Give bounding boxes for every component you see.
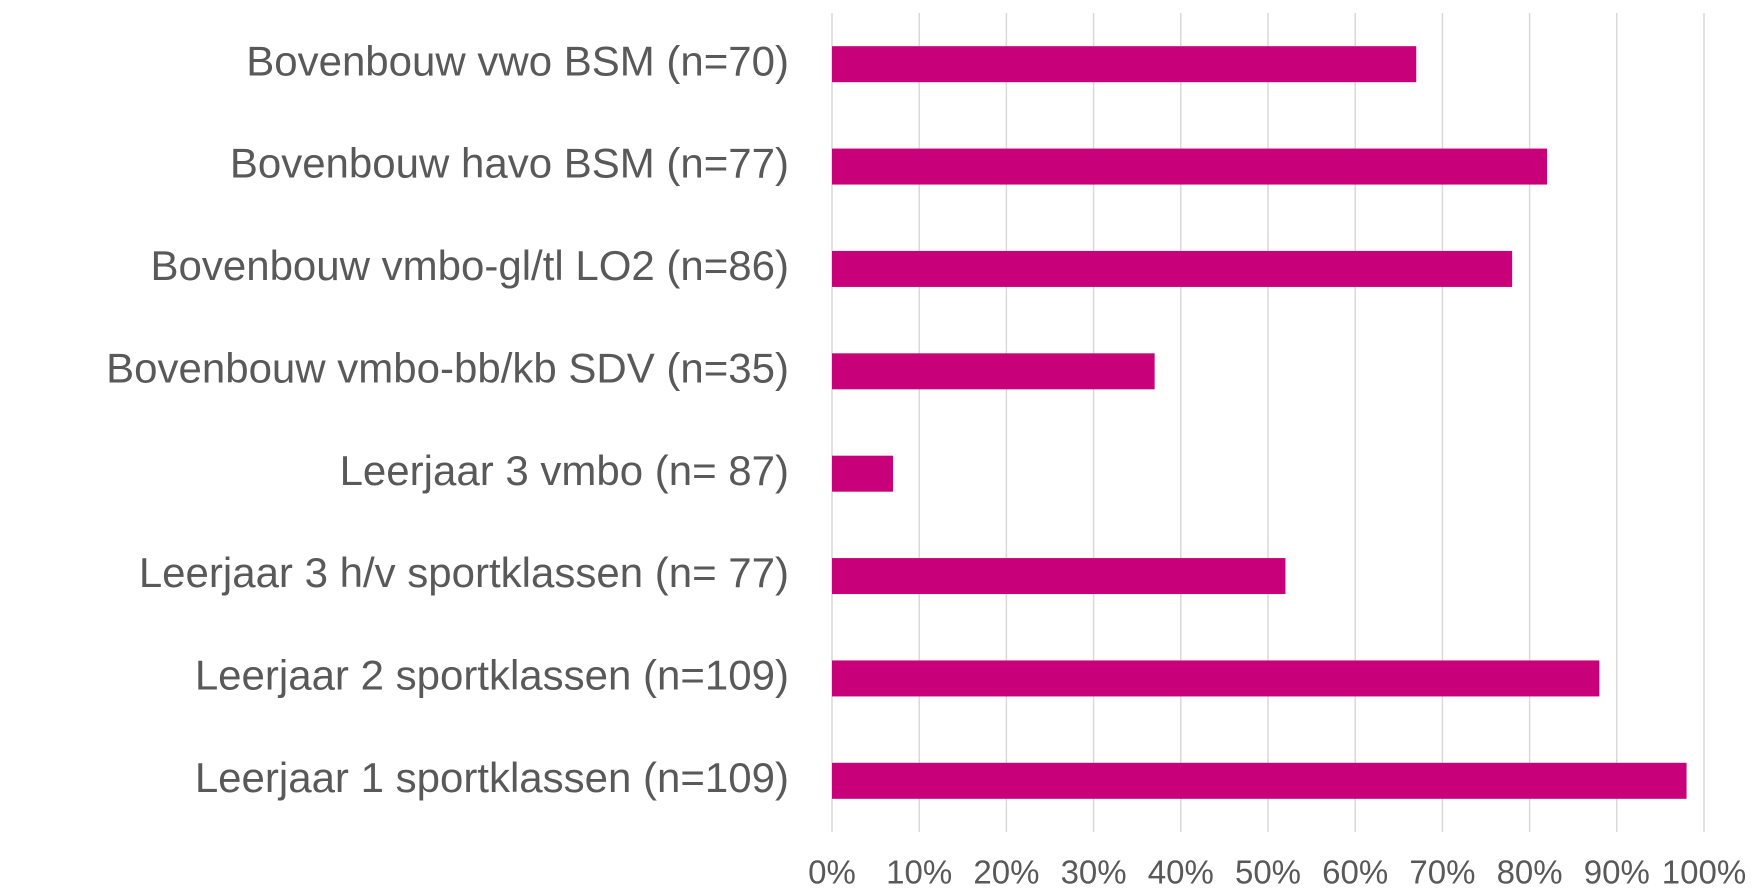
y-tick-label: Bovenbouw vmbo-bb/kb SDV (n=35) bbox=[106, 344, 789, 391]
x-tick-label: 100% bbox=[1662, 854, 1746, 890]
x-tick-label: 30% bbox=[1061, 854, 1127, 890]
y-tick-label: Leerjaar 2 sportklassen (n=109) bbox=[195, 652, 789, 699]
x-tick-label: 90% bbox=[1584, 854, 1650, 890]
x-tick-label: 60% bbox=[1322, 854, 1388, 890]
x-tick-label: 20% bbox=[973, 854, 1039, 890]
bar bbox=[832, 558, 1286, 595]
x-tick-label: 0% bbox=[808, 854, 856, 890]
y-tick-label: Bovenbouw vwo BSM (n=70) bbox=[246, 37, 789, 84]
bar bbox=[832, 660, 1600, 697]
y-tick-label: Bovenbouw vmbo-gl/tl LO2 (n=86) bbox=[150, 242, 789, 289]
bar bbox=[832, 46, 1417, 83]
bar bbox=[832, 762, 1687, 799]
x-tick-label: 70% bbox=[1409, 854, 1475, 890]
y-tick-label: Bovenbouw havo BSM (n=77) bbox=[230, 140, 789, 187]
bar bbox=[832, 353, 1155, 390]
y-tick-label: Leerjaar 3 h/v sportklassen (n= 77) bbox=[139, 549, 789, 596]
y-tick-label: Leerjaar 3 vmbo (n= 87) bbox=[340, 447, 789, 494]
bar bbox=[832, 250, 1513, 287]
x-tick-label: 10% bbox=[886, 854, 952, 890]
x-tick-label: 40% bbox=[1148, 854, 1214, 890]
x-tick-label: 50% bbox=[1235, 854, 1301, 890]
y-tick-label: Leerjaar 1 sportklassen (n=109) bbox=[195, 754, 789, 801]
x-tick-label: 80% bbox=[1497, 854, 1563, 890]
bar bbox=[832, 455, 894, 492]
bar bbox=[832, 148, 1548, 185]
